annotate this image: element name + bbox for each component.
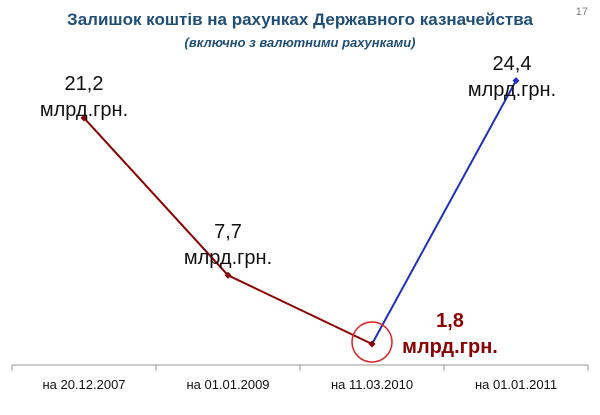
data-label-unit: млрд.грн.	[40, 99, 128, 121]
page-title: Залишок коштів на рахунках Державного ка…	[67, 10, 533, 29]
data-label-unit: млрд.грн.	[468, 79, 556, 101]
data-point-marker	[512, 77, 520, 85]
page-subtitle: (включно з валютними рахунками)	[184, 35, 416, 50]
x-tick-label: на 01.01.2009	[186, 377, 269, 392]
series-line-2	[371, 80, 517, 345]
x-tick-label: на 11.03.2010	[331, 377, 413, 392]
data-label-value: 1,8	[436, 310, 464, 332]
data-point-marker	[80, 114, 88, 122]
x-tick-label: на 01.01.2011	[475, 377, 557, 392]
data-label-unit: млрд.грн.	[402, 336, 498, 358]
data-label-value: 21,2	[65, 73, 104, 95]
page-number: 17	[575, 6, 588, 18]
data-label-value: 7,7	[214, 221, 242, 243]
x-tick-label: на 20.12.2007	[42, 377, 125, 392]
data-label-value: 24,4	[493, 53, 532, 75]
data-point-marker	[224, 271, 232, 279]
data-point-marker	[368, 340, 376, 348]
data-label-unit: млрд.грн.	[184, 247, 272, 269]
highlight-circle	[351, 321, 393, 363]
